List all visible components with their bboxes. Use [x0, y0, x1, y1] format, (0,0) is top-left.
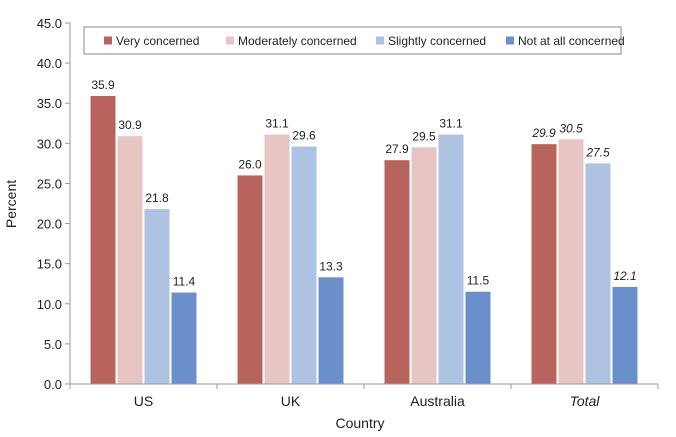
- bar-value-label: 11.4: [173, 275, 196, 289]
- y-tick-label: 20.0: [37, 217, 62, 232]
- y-tick-label: 0.0: [44, 377, 62, 392]
- legend-label: Not at all concerned: [518, 34, 625, 48]
- bar-not-at-all-concerned: [171, 292, 197, 384]
- y-tick-label: 15.0: [37, 257, 62, 272]
- legend-label: Slightly concerned: [388, 34, 486, 48]
- x-category-label: Australia: [410, 393, 465, 409]
- y-axis-tick-labels: 0.0 5.0 10.0 15.0 20.0 25.0 30.0 35.0 40.0 45.0: [37, 16, 62, 392]
- bar-moderately-concerned: [117, 136, 143, 384]
- bar-slightly-concerned: [291, 146, 317, 384]
- legend-label: Moderately concerned: [238, 34, 357, 48]
- legend: Very concerned Moderately concerned Slight…: [83, 26, 625, 55]
- x-axis-title: Country: [335, 415, 384, 431]
- bar-value-label: 27.5: [585, 145, 610, 159]
- bar-very-concerned: [90, 96, 116, 384]
- y-tick-label: 5.0: [44, 337, 62, 352]
- x-axis-category-labels: US UK Australia Total: [134, 393, 601, 409]
- y-tick-label: 30.0: [37, 136, 62, 151]
- y-axis-ticks: [65, 22, 70, 385]
- bar-slightly-concerned: [144, 209, 170, 384]
- y-tick-label: 25.0: [37, 176, 62, 191]
- x-axis-ticks: [69, 384, 659, 389]
- bar-not-at-all-concerned: [612, 286, 638, 384]
- bar-value-label: 13.3: [319, 259, 343, 273]
- y-tick-label: 40.0: [37, 56, 62, 71]
- bar-value-label: 27.9: [385, 142, 409, 156]
- bar-value-label: 30.5: [559, 121, 583, 135]
- bar-very-concerned: [531, 144, 557, 384]
- bar-value-label: 29.9: [531, 126, 556, 140]
- bar-very-concerned: [237, 175, 263, 384]
- bar-moderately-concerned: [411, 147, 437, 384]
- bar-value-label: 11.5: [467, 274, 490, 288]
- legend-box: [83, 26, 622, 55]
- bar-value-label: 21.8: [145, 191, 169, 205]
- x-category-label: UK: [281, 393, 301, 409]
- legend-label: Very concerned: [116, 34, 199, 48]
- bar-value-label: 29.5: [412, 129, 436, 143]
- legend-swatch: [226, 36, 234, 45]
- bar-value-label: 29.6: [292, 129, 316, 143]
- bar-value-label: 30.9: [118, 118, 142, 132]
- x-category-label: Total: [570, 393, 601, 409]
- y-axis-title: Percent: [3, 180, 19, 228]
- y-tick-label: 35.0: [37, 96, 62, 111]
- bar-value-label: 26.0: [238, 157, 262, 171]
- bar-value-label: 12.1: [613, 269, 636, 283]
- bar-value-label: 35.9: [91, 78, 115, 92]
- bar-value-label: 31.1: [265, 117, 289, 131]
- bar-slightly-concerned: [438, 134, 464, 384]
- y-tick-label: 10.0: [37, 297, 62, 312]
- bar-very-concerned: [384, 160, 410, 384]
- bar-not-at-all-concerned: [318, 277, 344, 384]
- x-category-label: US: [134, 393, 153, 409]
- value-labels: 35.926.027.929.930.9 31.129.530.521.829.6…: [91, 78, 636, 289]
- legend-swatch: [506, 36, 514, 45]
- bar-moderately-concerned: [264, 134, 290, 384]
- y-tick-label: 45.0: [37, 16, 62, 31]
- bar-moderately-concerned: [558, 139, 584, 384]
- bars: [90, 96, 638, 384]
- legend-swatch: [104, 36, 112, 45]
- bar-not-at-all-concerned: [465, 291, 491, 384]
- bar-slightly-concerned: [585, 163, 611, 384]
- legend-swatch: [376, 36, 384, 45]
- bar-value-label: 31.1: [439, 117, 463, 131]
